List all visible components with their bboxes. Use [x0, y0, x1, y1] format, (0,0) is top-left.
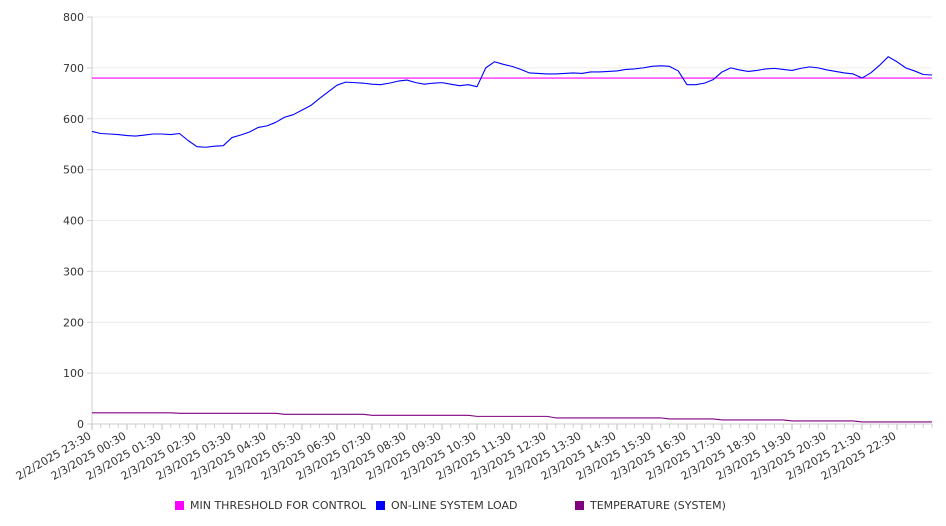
y-tick-label: 100 [63, 367, 84, 380]
y-tick-label: 500 [63, 164, 84, 177]
legend-item[interactable]: TEMPERATURE (SYSTEM) [575, 499, 726, 512]
y-tick-label: 300 [63, 265, 84, 278]
legend-swatch [376, 501, 385, 510]
y-tick-label: 800 [63, 11, 84, 24]
legend-swatch [575, 501, 584, 510]
y-tick-label: 200 [63, 316, 84, 329]
series-lines [91, 56, 933, 423]
legend-label: TEMPERATURE (SYSTEM) [590, 499, 726, 512]
legend-swatch [175, 501, 184, 510]
x-axis-ticks: 2/2/2025 23:302/3/2025 00:302/3/2025 01:… [14, 424, 933, 483]
series-line-on-line-system-load [91, 56, 933, 148]
legend-label: MIN THRESHOLD FOR CONTROL [190, 499, 366, 512]
legend-label: ON-LINE SYSTEM LOAD [391, 499, 518, 512]
gridlines [92, 16, 932, 374]
y-tick-label: 400 [63, 215, 84, 228]
legend-item[interactable]: ON-LINE SYSTEM LOAD [376, 499, 517, 512]
legend: MIN THRESHOLD FOR CONTROL ON-LINE SYSTEM … [0, 496, 946, 516]
legend-item[interactable]: MIN THRESHOLD FOR CONTROL [175, 499, 366, 512]
series-line-temperature-system [92, 412, 932, 423]
y-tick-label: 0 [77, 418, 84, 431]
y-tick-label: 700 [63, 62, 84, 75]
y-tick-label: 600 [63, 113, 84, 126]
y-axis-ticks: 0 100 200 300 400 500 600 700 800 [63, 11, 92, 431]
axes [91, 17, 932, 425]
